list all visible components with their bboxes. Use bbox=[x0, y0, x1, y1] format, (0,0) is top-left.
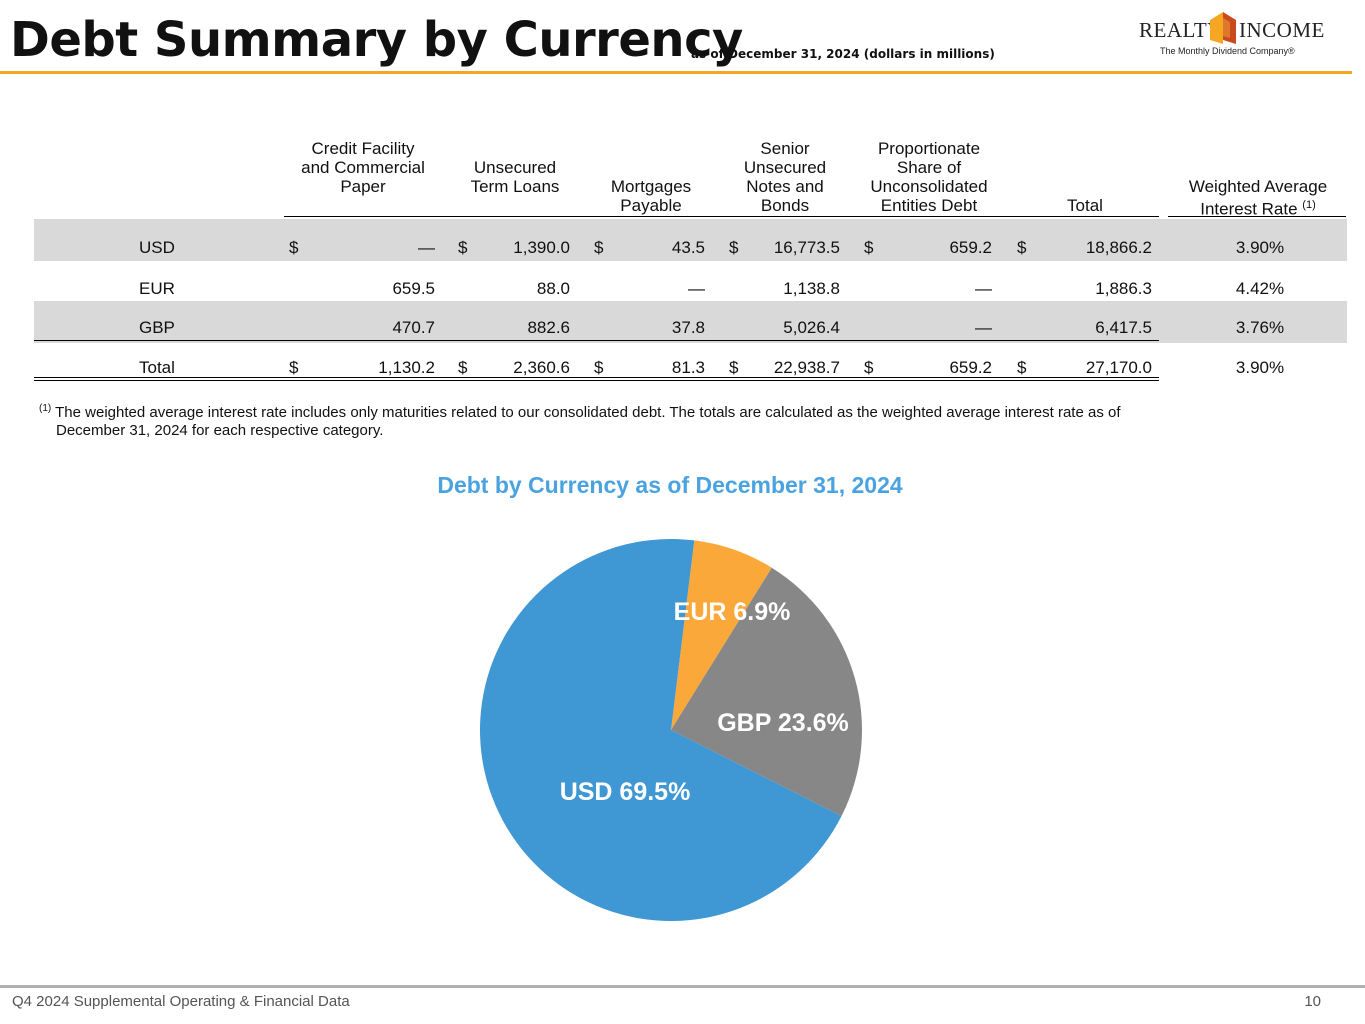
table-row-total-currency-symbol: $ bbox=[729, 358, 739, 377]
page-subtitle: as of December 31, 2024 (dollars in mill… bbox=[691, 47, 995, 61]
pie-label-usd: USD 69.5% bbox=[560, 778, 691, 806]
table-row-usd-currency-symbol: $ bbox=[864, 238, 874, 257]
table-row-gbp-rate: 3.76% bbox=[1235, 318, 1285, 337]
logo-text-left: REALTY bbox=[1139, 18, 1223, 42]
col-header-credit-facility: Credit Facility and Commercial Paper bbox=[301, 139, 425, 196]
col-header-notes-bonds: Senior Unsecured Notes and Bonds bbox=[743, 139, 827, 215]
company-logo: REALTY INCOME The Monthly Dividend Compa… bbox=[1136, 12, 1336, 62]
title-underline bbox=[0, 71, 1352, 74]
logo-tagline: The Monthly Dividend Company® bbox=[1160, 46, 1295, 56]
header-rule-rate bbox=[1168, 216, 1346, 217]
table-row-gbp-notes-bonds: 5,026.4 bbox=[783, 318, 840, 337]
pie-label-gbp: GBP 23.6% bbox=[717, 709, 849, 737]
col-header-unconsolidated: Proportionate Share of Unconsolidated En… bbox=[870, 139, 988, 215]
footnote-line-2: December 31, 2024 for each respective ca… bbox=[56, 422, 384, 439]
table-row-usd-term-loans: 1,390.0 bbox=[513, 238, 570, 257]
footnote: (1) The weighted average interest rate i… bbox=[39, 400, 1299, 440]
page-number: 10 bbox=[1304, 993, 1321, 1010]
table-row-usd-currency-symbol: $ bbox=[458, 238, 468, 257]
table-row-usd-currency-symbol: $ bbox=[594, 238, 604, 257]
table-row-usd-notes-bonds: 16,773.5 bbox=[773, 238, 840, 257]
table-row-total-label: Total bbox=[139, 358, 175, 377]
table-row-usd-currency-symbol: $ bbox=[289, 238, 299, 257]
pie-slice-eur bbox=[671, 540, 772, 730]
col-header-rate-text: Weighted Average Interest Rate bbox=[1188, 177, 1328, 219]
footer-caption: Q4 2024 Supplemental Operating & Financi… bbox=[12, 993, 350, 1010]
page-title: Debt Summary by Currency bbox=[10, 12, 743, 68]
col-header-total: Total bbox=[1067, 196, 1103, 215]
table-row-gbp-term-loans: 882.6 bbox=[527, 318, 570, 337]
table-row-total-credit-facility: 1,130.2 bbox=[378, 358, 435, 377]
footnote-marker: (1) bbox=[39, 403, 52, 414]
table-row-usd-total: 18,866.2 bbox=[1085, 238, 1152, 257]
table-row-eur-term-loans: 88.0 bbox=[536, 279, 570, 298]
table-row-total-currency-symbol: $ bbox=[594, 358, 604, 377]
header-rule bbox=[284, 216, 1159, 217]
table-row-eur-total: 1,886.3 bbox=[1095, 279, 1152, 298]
table-row-usd-currency-symbol: $ bbox=[729, 238, 739, 257]
footer-rule bbox=[0, 985, 1365, 988]
table-row-usd-unconsolidated: 659.2 bbox=[949, 238, 992, 257]
chart-title: Debt by Currency as of December 31, 2024 bbox=[437, 472, 903, 498]
table-row-total-rate: 3.90% bbox=[1235, 358, 1285, 377]
row-band-usd bbox=[34, 219, 1347, 261]
table-row-eur-unconsolidated: — bbox=[975, 279, 992, 298]
table-row-total-notes-bonds: 22,938.7 bbox=[773, 358, 840, 377]
total-bottom-rule-1 bbox=[34, 377, 1159, 378]
table-row-total-total: 27,170.0 bbox=[1085, 358, 1152, 377]
pie-slice-gbp bbox=[671, 567, 863, 817]
total-top-rule bbox=[34, 340, 1159, 341]
table-row-gbp-unconsolidated: — bbox=[975, 318, 992, 337]
table-row-total-unconsolidated: 659.2 bbox=[949, 358, 992, 377]
table-row-usd-currency-symbol: $ bbox=[1017, 238, 1027, 257]
footnote-line-1: The weighted average interest rate inclu… bbox=[55, 404, 1121, 421]
pie-label-eur: EUR 6.9% bbox=[674, 598, 791, 626]
table-row-eur-credit-facility: 659.5 bbox=[392, 279, 435, 298]
table-row-usd-rate: 3.90% bbox=[1235, 238, 1285, 257]
pie-slice-usd bbox=[480, 539, 842, 921]
table-row-total-currency-symbol: $ bbox=[289, 358, 299, 377]
table-row-gbp-total: 6,417.5 bbox=[1095, 318, 1152, 337]
table-row-gbp-credit-facility: 470.7 bbox=[392, 318, 435, 337]
table-row-total-mortgages: 81.3 bbox=[671, 358, 705, 377]
table-row-eur-rate: 4.42% bbox=[1235, 279, 1285, 298]
table-row-total-currency-symbol: $ bbox=[1017, 358, 1027, 377]
table-row-gbp-mortgages: 37.8 bbox=[671, 318, 705, 337]
house-logo-icon bbox=[1210, 12, 1236, 44]
table-row-usd-label: USD bbox=[139, 238, 175, 257]
table-row-total-term-loans: 2,360.6 bbox=[513, 358, 570, 377]
col-header-rate: Weighted Average Interest Rate (1) bbox=[1170, 177, 1346, 219]
table-row-gbp-label: GBP bbox=[139, 318, 175, 337]
table-row-eur-notes-bonds: 1,138.8 bbox=[783, 279, 840, 298]
rate-footnote-marker: (1) bbox=[1302, 199, 1316, 211]
table-row-total-currency-symbol: $ bbox=[864, 358, 874, 377]
table-row-usd-credit-facility: — bbox=[418, 238, 435, 257]
row-band-gbp bbox=[34, 301, 1347, 343]
col-header-term-loans: Unsecured Term Loans bbox=[470, 158, 560, 196]
col-header-mortgages: Mortgages Payable bbox=[610, 177, 692, 215]
total-bottom-rule-2 bbox=[34, 380, 1159, 381]
table-row-total-currency-symbol: $ bbox=[458, 358, 468, 377]
logo-text-right: INCOME bbox=[1239, 18, 1325, 42]
table-row-usd-mortgages: 43.5 bbox=[671, 238, 705, 257]
table-row-eur-label: EUR bbox=[139, 279, 175, 298]
table-row-eur-mortgages: — bbox=[688, 279, 705, 298]
